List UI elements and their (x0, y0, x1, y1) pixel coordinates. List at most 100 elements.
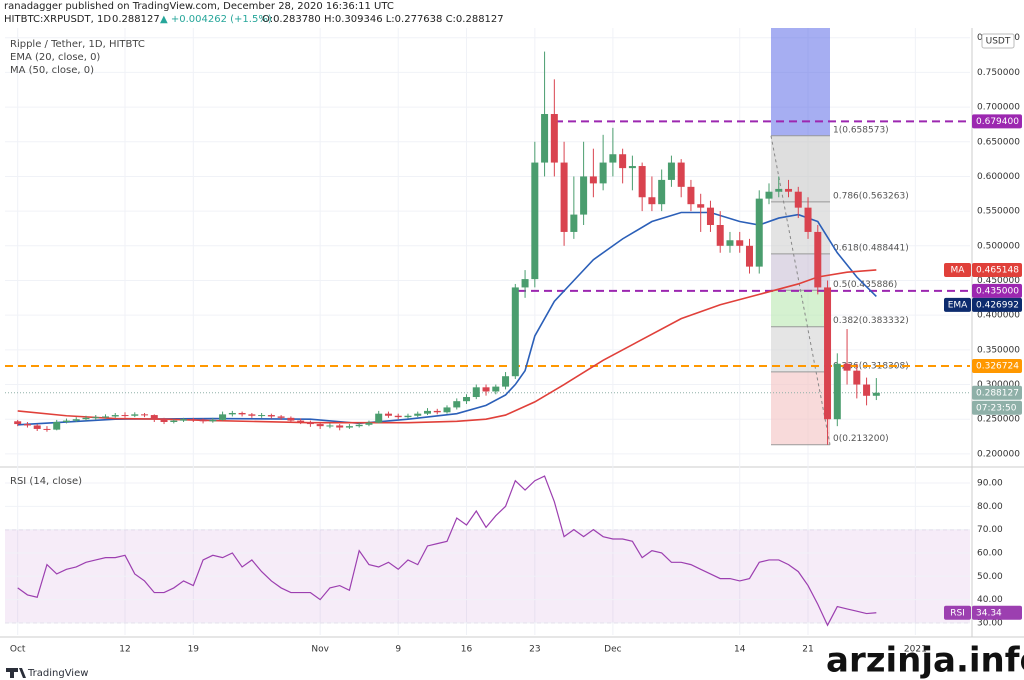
candle-body (541, 114, 549, 163)
candle-body (706, 207, 714, 225)
candle-body (336, 425, 344, 428)
fib-band (771, 371, 830, 445)
y-tick-label: 0.550000 (977, 207, 1020, 217)
legend-entry: EMA (20, close, 0) (10, 52, 100, 63)
y-tick-label: 0.200000 (977, 449, 1020, 459)
candle-body (472, 387, 480, 398)
axis-tag-label: 0.679400 (976, 117, 1019, 127)
axis-tag (972, 262, 1022, 277)
symbol: HITBTC:XRPUSDT, 1D (4, 14, 111, 25)
candle-body (131, 414, 139, 416)
candle-body (384, 413, 392, 416)
axis-tag-name-box (944, 297, 971, 312)
ohlc: O:0.283780 H:0.309346 L:0.277638 C:0.288… (262, 14, 504, 25)
x-tick-label: 12 (119, 645, 130, 655)
candle-body (443, 407, 451, 413)
candle-body (550, 114, 558, 163)
candle-body (863, 384, 871, 396)
y-tick-label: 50.00 (977, 572, 1003, 582)
candle-body (43, 428, 51, 430)
x-tick-label: Nov (311, 645, 329, 655)
chart-title: Ripple / Tether, 1D, HITBTC (10, 39, 145, 50)
candle-body (23, 424, 31, 426)
candle-body (326, 425, 334, 427)
candle-body (638, 166, 646, 198)
candle-body (316, 424, 324, 427)
candle-body (736, 240, 744, 246)
candle-body (404, 415, 412, 418)
axis-tag (972, 114, 1022, 129)
candle-body (716, 224, 724, 246)
axis-tag (972, 385, 1022, 400)
candle-body (33, 425, 41, 429)
candle-body (609, 154, 617, 163)
candle-body (189, 419, 197, 421)
axis-tag-label: 0.326724 (976, 361, 1019, 371)
y-tick-label: 90.00 (977, 479, 1003, 489)
countdown: 07:23:50 (976, 403, 1017, 413)
candle-body (141, 414, 149, 416)
x-tick-label: 16 (461, 645, 473, 655)
axis-tag-label: 0.435000 (976, 286, 1019, 296)
fib-label: 0.786(0.563263) (833, 191, 909, 201)
candle-body (150, 415, 158, 420)
author-line: ranadagger published on TradingView.com,… (4, 1, 394, 12)
x-tick-label: 14 (734, 645, 746, 655)
candle-body (570, 214, 578, 232)
candle-body (814, 231, 822, 288)
countdown-box (972, 400, 1022, 415)
axis-tag-name-box (944, 262, 971, 277)
x-tick-label: 21 (802, 645, 813, 655)
unit: USDT (986, 37, 1011, 47)
candle-body (872, 392, 880, 396)
candle-body (355, 424, 363, 427)
candle-body (62, 420, 70, 422)
candle-body (463, 397, 471, 402)
axis-tag (972, 358, 1022, 373)
rsi-line (17, 475, 877, 627)
candle-body (745, 245, 753, 267)
candle-body (667, 162, 675, 180)
y-tick-label: 0.600000 (977, 172, 1020, 182)
candle-body (228, 412, 236, 415)
y-tick-label: 0.250000 (977, 415, 1020, 425)
candle-body (765, 191, 773, 199)
price: 0.288127 (112, 14, 160, 25)
y-tick-label: 30.00 (977, 618, 1003, 628)
x-tick-label: 23 (529, 645, 540, 655)
legend-entry: MA (50, close, 0) (10, 65, 94, 76)
y-tick-label: 70.00 (977, 525, 1003, 535)
axis-tag (972, 297, 1022, 312)
candle-body (209, 419, 217, 422)
candle-body (414, 413, 422, 416)
brand: TradingView (27, 668, 88, 679)
candle-body (853, 370, 861, 385)
y-tick-label: 0.400000 (977, 311, 1020, 321)
x-tick-label: Oct (10, 645, 26, 655)
candle-body (394, 415, 402, 418)
fib-extension (771, 28, 830, 136)
candle-body (492, 386, 500, 392)
candle-body (648, 197, 656, 205)
candle-body (92, 417, 100, 419)
y-tick-label: 0.500000 (977, 241, 1020, 251)
candle-body (560, 162, 568, 232)
fib-band (771, 326, 830, 372)
y-tick-label: 0.700000 (977, 103, 1020, 113)
y-tick-label: 40.00 (977, 595, 1003, 605)
candle-body (794, 191, 802, 208)
candle-body (277, 416, 285, 418)
candle-body (297, 420, 305, 422)
y-tick-label: 0.300000 (977, 380, 1020, 390)
axis-tag-name: EMA (948, 300, 968, 310)
candle-body (433, 410, 441, 413)
axis-tag (972, 283, 1022, 298)
candle-body (824, 287, 832, 420)
x-tick-label: 9 (395, 645, 401, 655)
candle-body (833, 363, 841, 420)
candle-body (111, 415, 119, 417)
candle-body (287, 417, 295, 421)
fib-label: 0.618(0.488441) (833, 243, 909, 253)
axis-tag-label: 0.465148 (976, 265, 1019, 275)
